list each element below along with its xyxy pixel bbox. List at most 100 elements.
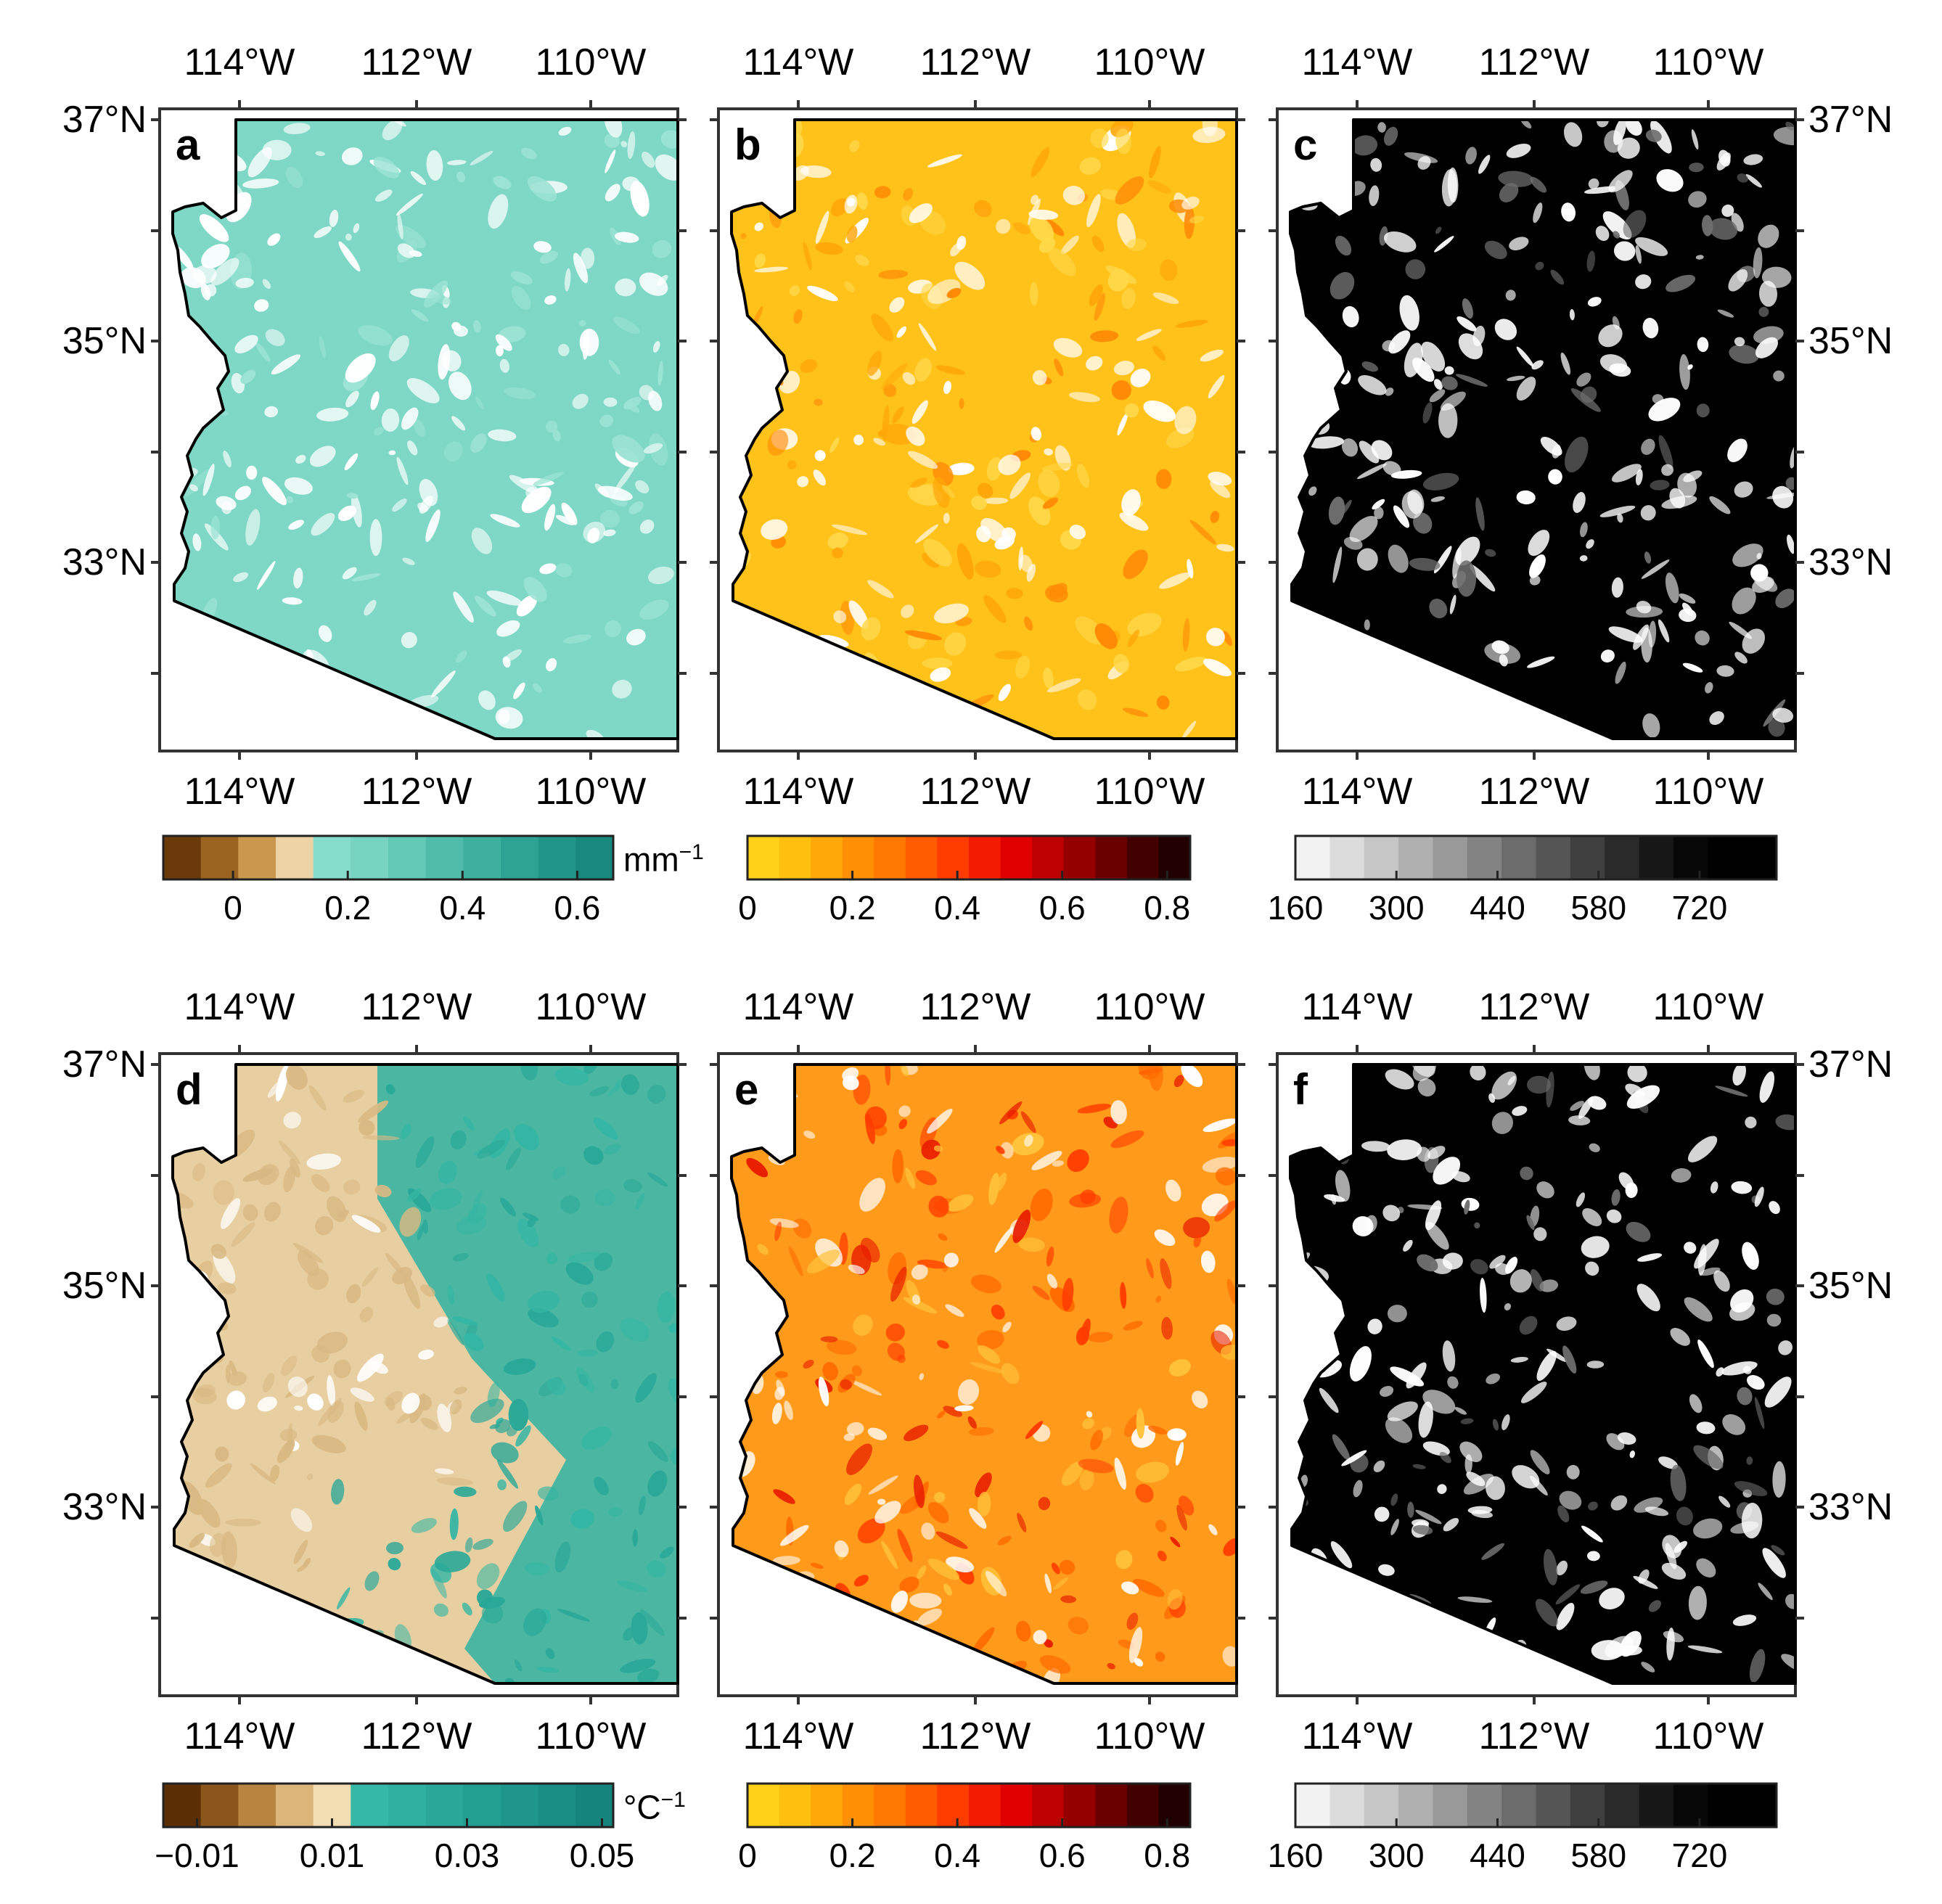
raster-blob [881, 363, 908, 390]
raster-blob [772, 1556, 800, 1566]
raster-blob [780, 1525, 809, 1546]
raster-blob [490, 514, 520, 528]
raster-blob [193, 265, 217, 284]
raster-blob [1586, 539, 1594, 549]
colorbar-segment [1501, 836, 1537, 879]
raster-blob [426, 149, 443, 181]
raster-blob [889, 297, 905, 313]
colorbar-segment [1095, 836, 1128, 879]
raster-blob [1421, 341, 1446, 372]
colorbar-tick-label: 440 [1470, 889, 1525, 927]
raster-blob [1754, 1186, 1764, 1207]
raster-blob [382, 120, 403, 141]
raster-blob [1560, 352, 1571, 375]
raster-blob [551, 1336, 571, 1351]
raster-blob [954, 261, 986, 290]
raster-blob [448, 372, 472, 401]
raster-blob [897, 1529, 913, 1562]
raster-blob [424, 280, 448, 308]
raster-blob [1170, 1536, 1181, 1548]
raster-blob [623, 1179, 642, 1193]
raster-blob [267, 1080, 283, 1098]
raster-blob [892, 406, 904, 424]
raster-blob [1192, 1390, 1208, 1409]
raster-blob [318, 625, 332, 642]
lon-label-top: 112°W [1478, 986, 1590, 1028]
raster-blob [1758, 224, 1779, 248]
raster-blob [652, 240, 672, 258]
raster-blob [1341, 438, 1359, 457]
raster-blob [1417, 156, 1431, 170]
raster-blob [1119, 512, 1149, 531]
colorbar-segment [388, 836, 427, 879]
raster-blob [1328, 496, 1345, 525]
raster-blob [1578, 1097, 1593, 1119]
raster-blob [797, 476, 809, 488]
raster-blob [375, 189, 393, 202]
lon-label-top: 110°W [535, 41, 647, 83]
raster-blob [1677, 472, 1697, 498]
raster-blob [1768, 718, 1785, 737]
raster-blob [998, 454, 1021, 475]
raster-blob [914, 358, 932, 382]
raster-blob [1589, 1143, 1600, 1152]
raster-blob [1374, 1506, 1390, 1522]
raster-blob [1330, 271, 1355, 300]
raster-blob [909, 203, 933, 223]
raster-blob [871, 313, 894, 342]
raster-blob [996, 1173, 1007, 1191]
raster-blob [1332, 546, 1343, 583]
state-outline [1289, 118, 1797, 740]
raster-blob [1208, 1524, 1218, 1535]
raster-blob [495, 1419, 511, 1434]
raster-blob [262, 279, 271, 290]
raster-blob [831, 524, 868, 536]
raster-blob [1579, 555, 1588, 562]
raster-blob [1105, 265, 1137, 284]
raster-blob [401, 1392, 420, 1414]
raster-blob [1528, 530, 1550, 557]
raster-blob [1031, 427, 1042, 441]
colorbar-segment [1742, 1784, 1777, 1827]
raster-blob [853, 1314, 873, 1336]
raster-blob [1718, 149, 1731, 167]
raster-blob [1570, 1101, 1584, 1111]
raster-blob [1709, 218, 1738, 240]
raster-blob [1044, 1573, 1052, 1593]
colorbar-b [746, 834, 1192, 881]
raster-blob [1697, 1339, 1714, 1368]
raster-blob [612, 316, 640, 335]
raster-blob [1580, 522, 1588, 538]
raster-blob [1388, 544, 1409, 573]
raster-blob [523, 577, 547, 602]
raster-blob [1512, 1106, 1528, 1116]
raster-blob [369, 519, 382, 557]
raster-blob [1113, 654, 1130, 673]
raster-blob [1181, 1064, 1203, 1088]
raster-blob [1361, 361, 1379, 372]
raster-blob [433, 1603, 448, 1617]
raster-blob [205, 1463, 232, 1488]
raster-blob [308, 1085, 327, 1111]
raster-blob [1746, 1375, 1765, 1390]
raster-blob [1535, 261, 1544, 271]
raster-blob [833, 610, 847, 623]
raster-blob [927, 1502, 949, 1524]
colorbar-segment [1467, 1784, 1502, 1827]
raster-blob [1130, 369, 1151, 387]
raster-blob [996, 1146, 1005, 1154]
state-outline [1289, 1063, 1797, 1685]
colorbar-tick-label: 720 [1671, 1837, 1728, 1874]
raster-blob [329, 210, 339, 227]
raster-blob [1536, 1350, 1557, 1382]
raster-blob [864, 1106, 887, 1130]
colorbar-segment [1708, 836, 1743, 879]
raster-blob [1115, 1550, 1133, 1569]
raster-blob [1200, 1250, 1216, 1273]
raster-blob [1636, 1284, 1660, 1312]
raster-blob [1387, 1305, 1407, 1323]
raster-blob [1732, 543, 1763, 567]
raster-blob [1633, 1575, 1658, 1589]
raster-blob [406, 378, 440, 403]
raster-blob [608, 359, 620, 375]
